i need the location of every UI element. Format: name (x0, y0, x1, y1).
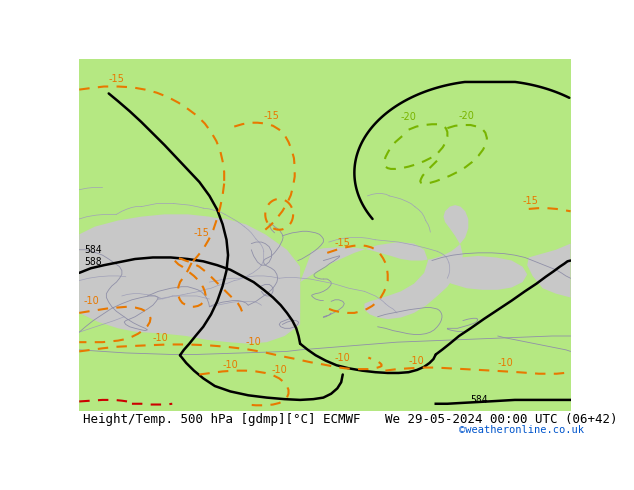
Text: -15: -15 (264, 111, 280, 121)
Text: 588: 588 (84, 257, 101, 267)
Polygon shape (527, 244, 571, 297)
Text: 584: 584 (470, 395, 488, 405)
Polygon shape (79, 217, 300, 340)
Text: -10: -10 (153, 333, 169, 343)
Bar (79, 412, 571, 436)
Polygon shape (432, 256, 527, 290)
Text: -20: -20 (459, 111, 475, 121)
Polygon shape (300, 205, 469, 319)
Text: -15: -15 (522, 196, 538, 206)
Polygon shape (79, 214, 300, 343)
Text: -10: -10 (271, 365, 287, 375)
Text: -10: -10 (335, 353, 351, 364)
Text: -15: -15 (108, 74, 124, 84)
Text: -10: -10 (246, 337, 262, 347)
Text: Height/Temp. 500 hPa [gdmp][°C] ECMWF: Height/Temp. 500 hPa [gdmp][°C] ECMWF (83, 413, 361, 426)
Text: ©weatheronline.co.uk: ©weatheronline.co.uk (459, 425, 584, 435)
Text: -10: -10 (84, 295, 100, 306)
Text: -20: -20 (401, 112, 417, 122)
Text: -15: -15 (335, 238, 351, 248)
Text: 584: 584 (84, 245, 101, 255)
Text: -10: -10 (498, 358, 514, 368)
Text: -10: -10 (223, 360, 238, 369)
Text: We 29-05-2024 00:00 UTC (06+42): We 29-05-2024 00:00 UTC (06+42) (385, 413, 618, 426)
Text: -15: -15 (194, 228, 210, 238)
Text: -10: -10 (409, 356, 424, 366)
